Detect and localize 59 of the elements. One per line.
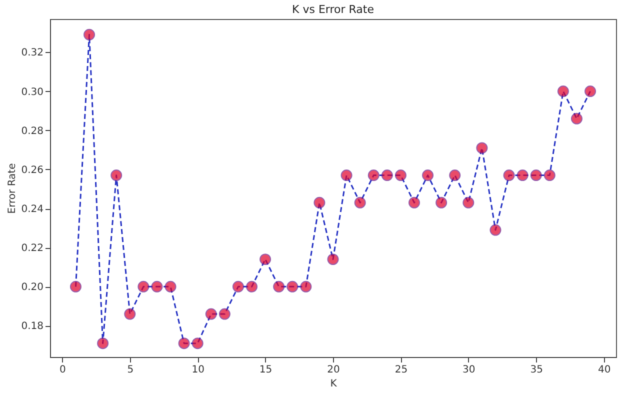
y-tick-label: 0.22 [21,243,44,254]
point [151,280,163,292]
x-axis-title: K [330,378,338,390]
y-tick-label: 0.26 [21,164,44,176]
point [327,254,339,266]
point [232,280,244,292]
point [138,280,150,292]
point [314,196,326,208]
y-tick-label: 0.18 [21,321,44,332]
point [84,28,96,40]
y-tick-label: 0.30 [21,86,44,98]
point [516,170,528,182]
x-tick-label: 40 [598,364,611,376]
y-tick-label: 0.32 [21,48,44,59]
point [164,280,176,292]
y-tick-label: 0.28 [21,126,44,137]
point [381,170,393,182]
point [436,196,448,208]
y-axis-title: Error Rate [7,163,18,214]
x-tick-label: 25 [394,364,408,376]
point [110,170,122,182]
point [570,112,582,124]
point [394,170,406,182]
point [124,308,136,320]
point [544,170,556,182]
y-tick-label: 0.20 [21,282,44,294]
point [70,280,82,292]
x-tick-label: 15 [259,364,272,376]
x-tick-label: 5 [127,364,134,376]
point [422,170,434,182]
chart-title: K vs Error Rate [292,3,374,16]
point [368,170,380,182]
point [490,224,502,236]
point [218,308,230,320]
x-tick-label: 35 [530,364,543,376]
x-tick-label: 10 [192,364,204,376]
point [205,308,217,320]
point [354,196,366,208]
point [557,86,569,98]
point [530,170,542,182]
y-tick-label: 0.24 [21,204,44,216]
point [462,196,474,208]
x-tick-label: 0 [60,364,66,376]
point [340,170,352,182]
point [273,280,285,292]
point [449,170,461,182]
point [97,338,109,350]
point [246,280,258,292]
x-tick-label: 30 [462,364,476,376]
point [260,254,272,266]
point [286,280,298,292]
point [476,142,488,154]
point [584,86,596,98]
point [178,338,190,350]
point [408,196,420,208]
x-tick-label: 20 [327,364,340,376]
point [503,170,515,182]
point [300,280,312,292]
point [192,338,204,350]
